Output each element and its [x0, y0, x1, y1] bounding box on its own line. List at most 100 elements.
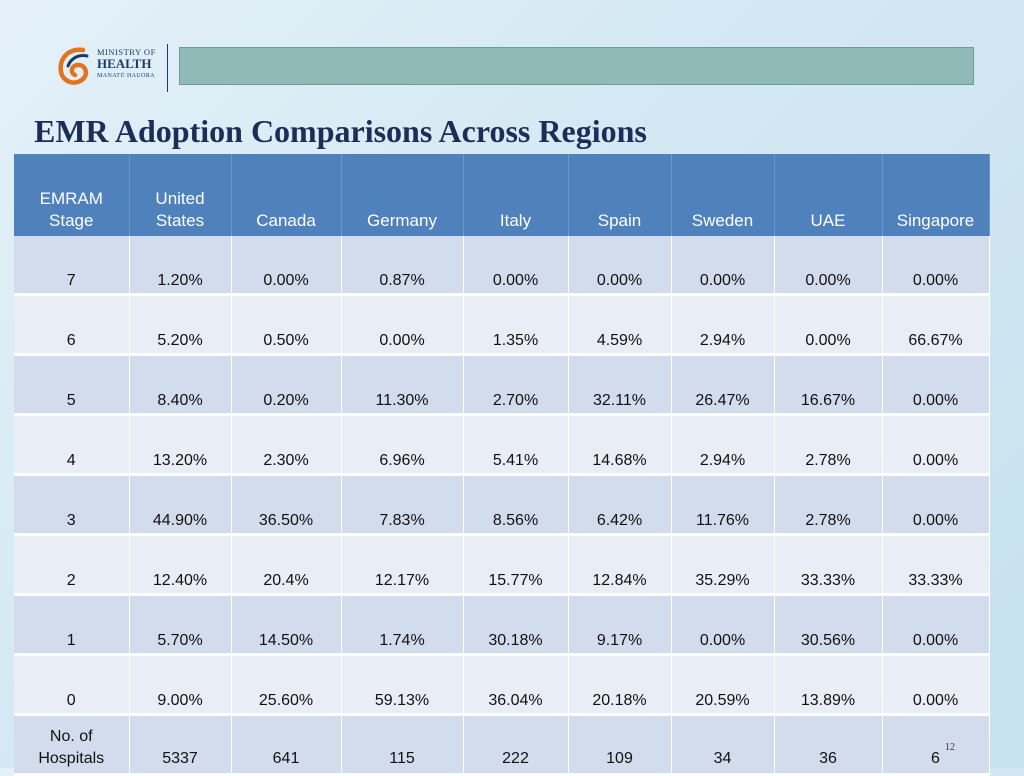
table-cell: 0.00%	[463, 236, 569, 296]
table-cell: 16.67%	[774, 354, 883, 416]
col-header-emram-stage: EMRAM Stage	[14, 154, 130, 236]
header-band	[179, 47, 974, 85]
table-cell: 12.84%	[568, 534, 672, 596]
col-header-germany: Germany	[341, 154, 464, 236]
table-cell: 3	[14, 474, 130, 536]
table-cell: 8.40%	[129, 354, 232, 416]
col-header-uae: UAE	[774, 154, 883, 236]
table-row: 3 44.90% 36.50% 7.83% 8.56% 6.42% 11.76%…	[14, 474, 990, 536]
table-cell: 30.56%	[774, 594, 883, 656]
table-row: 0 9.00% 25.60% 59.13% 36.04% 20.18% 20.5…	[14, 654, 990, 716]
table-cell: 26.47%	[671, 354, 775, 416]
table-cell: 14.68%	[568, 414, 672, 476]
table-cell: 6.42%	[568, 474, 672, 536]
table-cell: 1.74%	[341, 594, 464, 656]
table-cell: 8.56%	[463, 474, 569, 536]
table-cell: 7	[14, 236, 130, 296]
table-cell: 20.18%	[568, 654, 672, 716]
table-cell: 13.89%	[774, 654, 883, 716]
table-cell: 6	[14, 294, 130, 356]
table-cell: 30.18%	[463, 594, 569, 656]
table-row-hospital-count: No. of Hospitals 5337 641 115 222 109 34 …	[14, 714, 990, 776]
table-cell: 7.83%	[341, 474, 464, 536]
table-cell: 0.00%	[568, 236, 672, 296]
table-cell: 0.00%	[882, 474, 990, 536]
table-cell: 32.11%	[568, 354, 672, 416]
col-header-italy: Italy	[463, 154, 569, 236]
table-cell: 2.70%	[463, 354, 569, 416]
table-cell: 0.87%	[341, 236, 464, 296]
table-cell: 2.30%	[231, 414, 342, 476]
table-cell: 0.00%	[671, 236, 775, 296]
table-row: 5 8.40% 0.20% 11.30% 2.70% 32.11% 26.47%…	[14, 354, 990, 416]
table-cell: 11.30%	[341, 354, 464, 416]
table-cell: 1	[14, 594, 130, 656]
col-header-sweden: Sweden	[671, 154, 775, 236]
logo-text-ministry: MINISTRY OF	[97, 47, 156, 57]
table-cell: 0.00%	[882, 414, 990, 476]
table-cell: 0.00%	[882, 354, 990, 416]
table-cell: 25.60%	[231, 654, 342, 716]
table-cell: 5337	[129, 714, 232, 776]
col-header-united-states: United States	[129, 154, 232, 236]
table-cell: 36.04%	[463, 654, 569, 716]
table-row: 6 5.20% 0.50% 0.00% 1.35% 4.59% 2.94% 0.…	[14, 294, 990, 356]
col-header-canada: Canada	[231, 154, 342, 236]
table-cell: 0.00%	[671, 594, 775, 656]
emr-adoption-table: EMRAM Stage United States Canada Germany I…	[14, 154, 990, 776]
table-header-row: EMRAM Stage United States Canada Germany I…	[14, 154, 990, 236]
table-cell: 0.00%	[231, 236, 342, 296]
table-cell: 44.90%	[129, 474, 232, 536]
page-number: 12	[945, 742, 955, 753]
table-cell: 6.96%	[341, 414, 464, 476]
table-cell: 6	[882, 714, 990, 776]
table-cell: 20.59%	[671, 654, 775, 716]
table-cell: 2.94%	[671, 414, 775, 476]
table-cell: 0	[14, 654, 130, 716]
table-cell: 4	[14, 414, 130, 476]
table-cell: 2.78%	[774, 474, 883, 536]
table-cell: 4.59%	[568, 294, 672, 356]
table-cell: 14.50%	[231, 594, 342, 656]
table-cell: 20.4%	[231, 534, 342, 596]
table-row: 4 13.20% 2.30% 6.96% 5.41% 14.68% 2.94% …	[14, 414, 990, 476]
table-cell: 0.00%	[882, 236, 990, 296]
table-cell: 1.20%	[129, 236, 232, 296]
row-label-no-of-hospitals: No. of Hospitals	[14, 714, 130, 776]
table-row: 1 5.70% 14.50% 1.74% 30.18% 9.17% 0.00% …	[14, 594, 990, 656]
logo-text-manatu-hauora: MANATŪ HAUORA	[97, 73, 156, 79]
table-cell: 109	[568, 714, 672, 776]
table-cell: 59.13%	[341, 654, 464, 716]
table-cell: 2.78%	[774, 414, 883, 476]
table-cell: 33.33%	[774, 534, 883, 596]
table-row: 7 1.20% 0.00% 0.87% 0.00% 0.00% 0.00% 0.…	[14, 236, 990, 296]
table-cell: 2	[14, 534, 130, 596]
logo-text-health: HEALTH	[97, 56, 152, 71]
col-header-singapore: Singapore	[882, 154, 990, 236]
table-cell: 0.00%	[774, 236, 883, 296]
table-cell: 15.77%	[463, 534, 569, 596]
table-cell: 11.76%	[671, 474, 775, 536]
table-cell: 36	[774, 714, 883, 776]
table-cell: 34	[671, 714, 775, 776]
table-cell: 9.17%	[568, 594, 672, 656]
table-row: 2 12.40% 20.4% 12.17% 15.77% 12.84% 35.2…	[14, 534, 990, 596]
col-header-spain: Spain	[568, 154, 672, 236]
koru-logo-icon	[58, 47, 89, 85]
table-cell: 35.29%	[671, 534, 775, 596]
table-cell: 33.33%	[882, 534, 990, 596]
table-cell: 9.00%	[129, 654, 232, 716]
table-cell: 0.50%	[231, 294, 342, 356]
table-cell: 0.00%	[774, 294, 883, 356]
table-cell: 0.00%	[882, 654, 990, 716]
table-cell: 1.35%	[463, 294, 569, 356]
slide-title: EMR Adoption Comparisons Across Regions	[34, 113, 647, 149]
table-cell: 0.00%	[882, 594, 990, 656]
table-cell: 36.50%	[231, 474, 342, 536]
table-cell: 5	[14, 354, 130, 416]
table-cell: 12.17%	[341, 534, 464, 596]
table-cell: 222	[463, 714, 569, 776]
table-cell: 5.41%	[463, 414, 569, 476]
table-cell: 2.94%	[671, 294, 775, 356]
logo-divider	[167, 44, 168, 92]
